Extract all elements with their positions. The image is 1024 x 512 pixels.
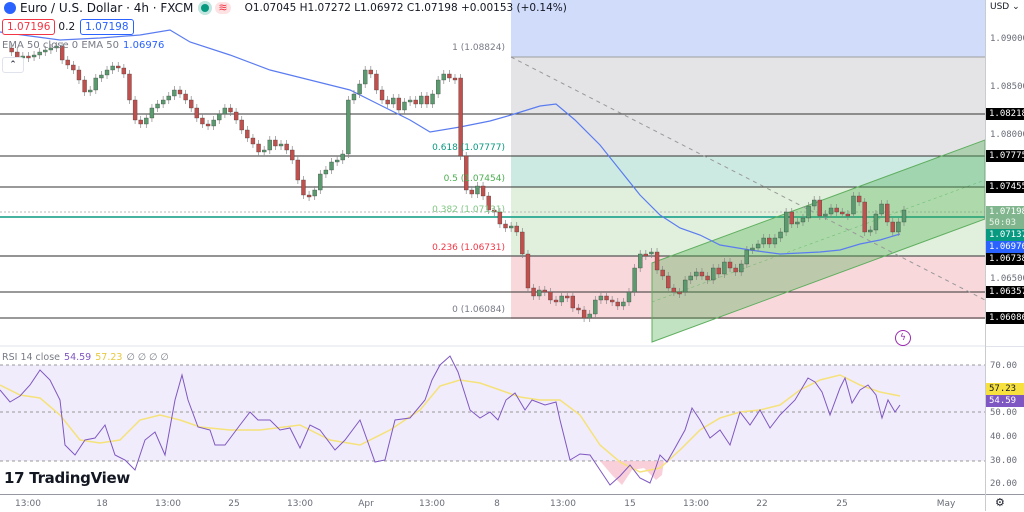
fib-zone-red [511,256,985,319]
rsi-axis-label: 30.00 [990,456,1018,466]
fib-label-0236: 0.236 (1.06731) [432,243,505,253]
settings-gear-icon[interactable]: ⚙ [995,496,1005,509]
level-tag: 1.06086 [986,312,1024,324]
time-label: Apr [358,499,374,509]
last-price-tag: 1.07198 [986,206,1024,218]
fib-label-1: 1 (1.08824) [452,43,505,53]
time-label: 13:00 [683,499,709,509]
logo-text: TradingView [29,469,130,487]
level-tag: 1.06357 [986,286,1024,298]
rsi-band [0,365,985,461]
fib-zone-teal [511,156,985,187]
sell-button[interactable]: 1.07196 [2,19,56,35]
symbol-legend[interactable]: Euro / U.S. Dollar · 4h · FXCM ≋ O1.0704… [4,0,567,16]
rsi-tag: 54.59 [986,395,1024,407]
rsi-axis-label: 40.00 [990,432,1018,442]
time-label: 13:00 [419,499,445,509]
time-label: 8 [494,499,500,509]
candlesticks [9,42,907,322]
indicator-wave-icon[interactable]: ≋ [215,2,231,14]
fib-label-05: 0.5 (1.07454) [443,174,505,184]
chevron-up-icon: ⌃ [9,60,17,70]
ohlc-values: O1.07045 H1.07272 L1.06972 C1.07198 +0.0… [244,2,567,14]
time-label: 13:00 [155,499,181,509]
collapse-legend-button[interactable]: ⌃ [2,57,24,73]
countdown-tag: 50:03 [986,217,1024,229]
spread-value: 0.2 [58,21,76,33]
fib-zone-top [511,0,985,57]
axis-label: 1.08000 [990,130,1024,140]
ema-tag: 1.06976 [986,241,1024,253]
tradingview-logo[interactable]: 17 TradingView [4,469,130,487]
eu-flag-icon [4,2,16,14]
time-label: 15 [624,499,636,509]
price-chart[interactable] [0,0,985,494]
rsi-label: RSI 14 close [2,352,61,363]
level-tag: 1.08218 [986,108,1024,120]
time-label: May [936,499,956,509]
rsi-axis-label: 20.00 [990,479,1018,489]
ema-label: EMA 50 close 0 EMA 50 [2,40,120,51]
descending-trendline [510,56,985,301]
time-label: 25 [836,499,848,509]
rsi-value: 54.59 [64,352,92,363]
rsi-ma-value: 57.23 [95,352,123,363]
symbol-title[interactable]: Euro / U.S. Dollar · 4h · FXCM [20,1,194,15]
level-tag: 1.07775 [986,150,1024,162]
ascending-channel [651,139,985,343]
fib-zone-grey [511,57,985,156]
rsi-ma-line [0,374,901,473]
time-label: 13:00 [550,499,576,509]
time-label: 25 [228,499,240,509]
fib-label-0618: 0.618 (1.07777) [432,143,505,153]
time-label: 13:00 [287,499,313,509]
rsi-ma-tag: 57.23 [986,383,1024,395]
axis-label: 1.08500 [990,82,1024,92]
rsi-axis-label: 70.00 [990,361,1018,371]
price-axis[interactable]: USD ⌄ 1.09000 1.08500 1.08000 1.06500 1.… [985,0,1024,511]
trade-buttons: 1.07196 0.2 1.07198 [2,18,134,36]
flash-alert-icon[interactable]: ϟ [895,330,911,346]
axis-label: 1.09000 [990,34,1024,44]
tradingview-mark-icon: 17 [4,469,25,487]
ema-50-line [0,29,901,255]
market-open-icon [201,4,210,12]
fib-label-0382: 0.382 (1.07131) [432,205,505,215]
rsi-extra-values: ∅ ∅ ∅ ∅ [126,352,169,363]
level-tag: 1.07455 [986,181,1024,193]
currency-selector[interactable]: USD ⌄ [990,2,1020,12]
axis-label: 1.06500 [990,274,1024,284]
ema-value: 1.06976 [123,40,165,51]
ema-legend[interactable]: EMA 50 close 0 EMA 50 1.06976 [2,40,164,51]
rsi-line [0,355,901,486]
rsi-legend[interactable]: RSI 14 close 54.59 57.23 ∅ ∅ ∅ ∅ [2,352,169,363]
time-label: 22 [756,499,768,509]
rsi-axis-label: 50.00 [990,408,1018,418]
time-label: 13:00 [15,499,41,509]
price-tag: 1.07137 [986,229,1024,241]
buy-button[interactable]: 1.07198 [80,19,134,35]
time-axis[interactable]: 13:00 18 13:00 25 13:00 Apr 13:00 8 13:0… [0,494,985,512]
time-label: 18 [96,499,108,509]
fib-label-0: 0 (1.06084) [452,305,505,315]
level-tag: 1.06738 [986,253,1024,265]
